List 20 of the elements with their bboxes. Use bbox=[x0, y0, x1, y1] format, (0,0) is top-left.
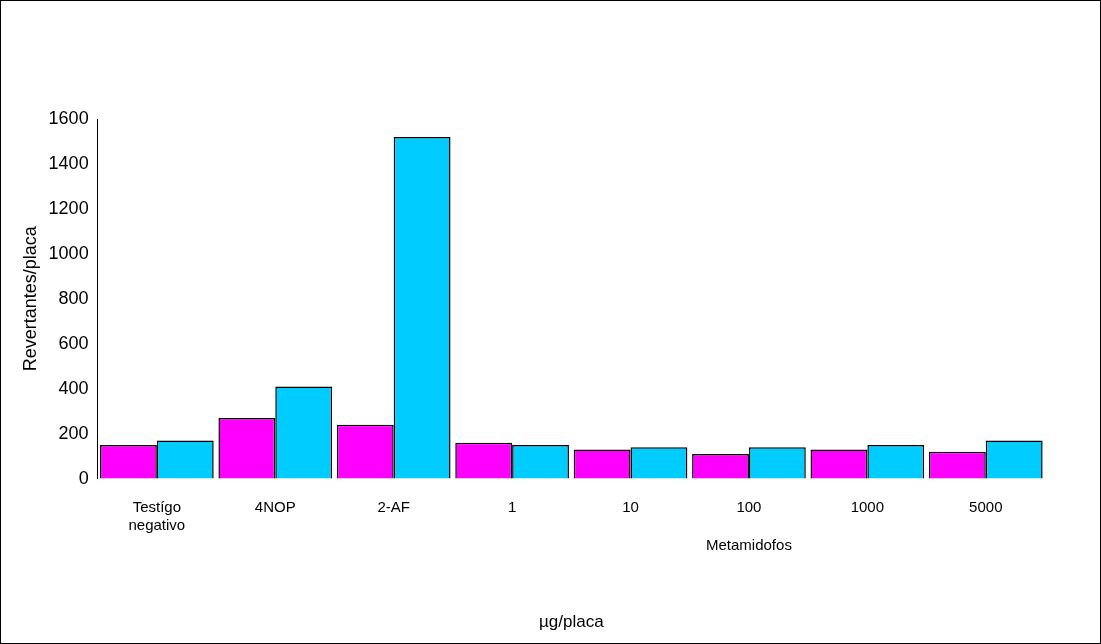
text: Metamidofos bbox=[706, 536, 792, 554]
x-tick-label: 2-AF bbox=[377, 497, 410, 515]
x-tick-label: 1 bbox=[507, 497, 517, 515]
y-tick-label: 1400 bbox=[48, 152, 89, 173]
x-tick-label: Testígo negativo bbox=[128, 497, 186, 533]
y-axis-title: Revertantes/placa bbox=[19, 225, 40, 372]
x-tick-label: 4NOP bbox=[254, 497, 296, 515]
x-tick-label: 10 bbox=[622, 497, 639, 515]
x-tick-label: 5000 bbox=[969, 497, 1003, 515]
x-tick-label: 100 bbox=[736, 497, 762, 515]
x-axis-title: µg/placa bbox=[539, 612, 605, 632]
y-tick-label: 0 bbox=[78, 467, 89, 488]
x-tick-label: 1000 bbox=[850, 497, 885, 515]
y-tick-label: 800 bbox=[58, 287, 89, 308]
y-tick-label: 600 bbox=[58, 332, 89, 353]
y-tick-label: 400 bbox=[58, 377, 89, 398]
y-tick-label: 1600 bbox=[48, 107, 89, 128]
y-tick-label: 1000 bbox=[48, 242, 89, 263]
y-tick-label: 1200 bbox=[48, 197, 89, 218]
y-tick-label: 200 bbox=[58, 422, 89, 443]
